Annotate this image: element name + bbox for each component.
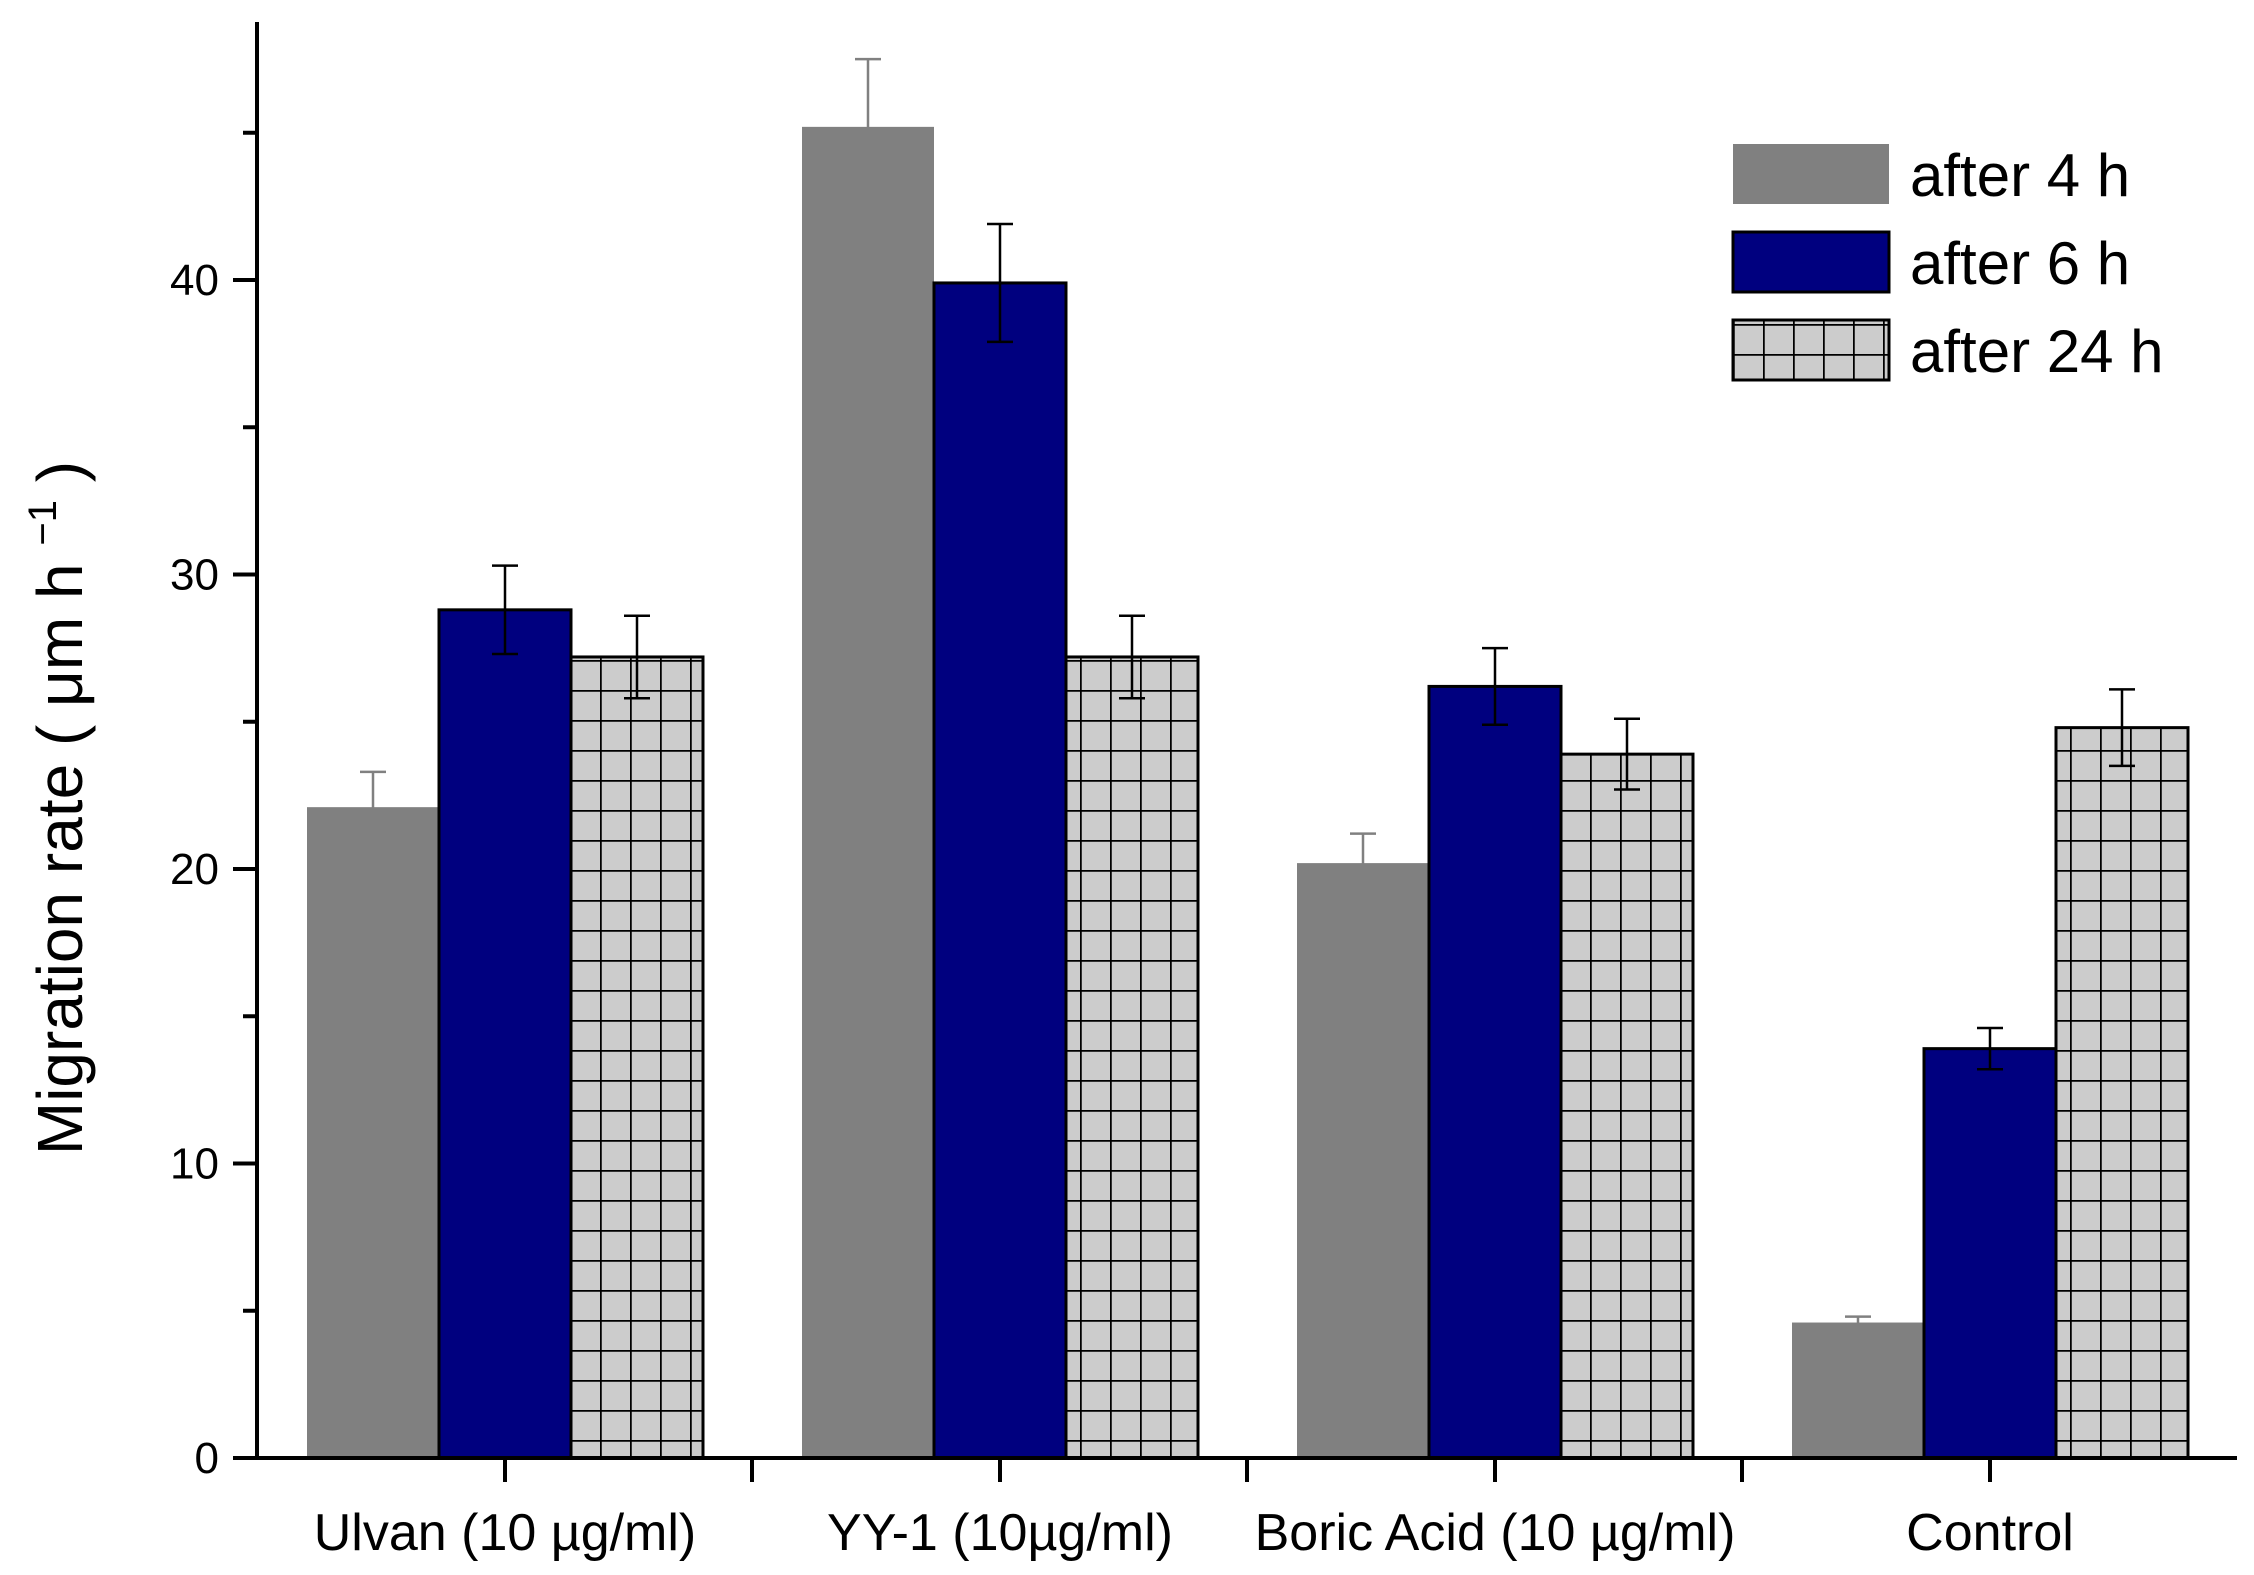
x-tick-label-ulvan-10-g-ml: Ulvan (10 µg/ml)	[314, 1504, 697, 1562]
legend-label-after-24h: after 24 h	[1910, 318, 2164, 385]
bar-after-24-h-boric-acid-10-g-ml	[1559, 752, 1695, 1460]
y-axis-title: Migration rate ( μm h −1 )	[0, 461, 96, 1155]
error-bar-after-6-h-control	[1977, 1026, 2003, 1071]
error-bar-after-4-h-control	[1845, 1315, 1871, 1330]
bar-after-4-h-control	[1792, 1322, 1924, 1458]
bar-after-4-h-ulvan-10-g-ml	[307, 807, 439, 1458]
legend-swatch-after-4h	[1733, 144, 1889, 204]
error-bar-after-4-h-boric-acid-10-g-ml	[1350, 832, 1376, 894]
y-tick-label: 20	[170, 845, 219, 894]
legend: after 4 h after 6 h after 24 h	[1731, 142, 2164, 385]
error-bars-layer	[360, 57, 2135, 1330]
bar-after-24-h-ulvan-10-g-ml	[569, 655, 705, 1460]
x-tick-label-control: Control	[1906, 1504, 2074, 1562]
error-bar-after-4-h-yy-1-10-g-ml	[855, 57, 881, 196]
y-tick-label: 0	[195, 1434, 219, 1483]
bar-after-6-h-boric-acid-10-g-ml	[1427, 684, 1563, 1460]
bar-after-6-h-ulvan-10-g-ml	[437, 608, 573, 1460]
y-axis-title-unit: μm h	[24, 563, 96, 707]
error-bar-after-4-h-ulvan-10-g-ml	[360, 770, 386, 844]
y-axis-title-exponent: −1	[21, 500, 65, 546]
x-tick-label-yy-1-10-g-ml: YY-1 (10µg/ml)	[827, 1504, 1173, 1562]
bar-after-4-h-boric-acid-10-g-ml	[1297, 863, 1429, 1458]
error-bar-after-6-h-boric-acid-10-g-ml	[1482, 646, 1508, 726]
bar-after-24-h-yy-1-10-g-ml	[1064, 655, 1200, 1460]
error-bar-after-24-h-control	[2109, 688, 2135, 768]
legend-label-after-4h: after 4 h	[1910, 142, 2130, 209]
bar-after-4-h-yy-1-10-g-ml	[802, 126, 934, 1459]
bar-after-6-h-yy-1-10-g-ml	[932, 281, 1068, 1460]
y-tick-label: 30	[170, 551, 219, 600]
legend-swatch-after-24h	[1731, 318, 1891, 382]
error-bar-after-6-h-ulvan-10-g-ml	[492, 564, 518, 656]
legend-swatch-after-6h	[1731, 230, 1891, 294]
x-tick-label-boric-acid-10-g-ml: Boric Acid (10 µg/ml)	[1255, 1504, 1736, 1562]
bar-after-6-h-control	[1922, 1047, 2058, 1460]
bars-layer	[307, 126, 2190, 1460]
error-bar-after-6-h-yy-1-10-g-ml	[987, 222, 1013, 344]
error-bar-after-24-h-yy-1-10-g-ml	[1119, 614, 1145, 700]
y-tick-label: 40	[170, 256, 219, 305]
y-tick-label: 10	[170, 1140, 219, 1189]
bar-after-24-h-control	[2054, 726, 2190, 1460]
error-bar-after-24-h-ulvan-10-g-ml	[624, 614, 650, 700]
legend-label-after-6h: after 6 h	[1910, 230, 2130, 297]
y-axis-title-text: Migration rate	[24, 764, 96, 1155]
axes-layer: 0 10 20 30 40 Ulvan (10 µg/ml) YY-1 (10µg/ml) B…	[170, 22, 2237, 1562]
error-bar-after-24-h-boric-acid-10-g-ml	[1614, 717, 1640, 791]
